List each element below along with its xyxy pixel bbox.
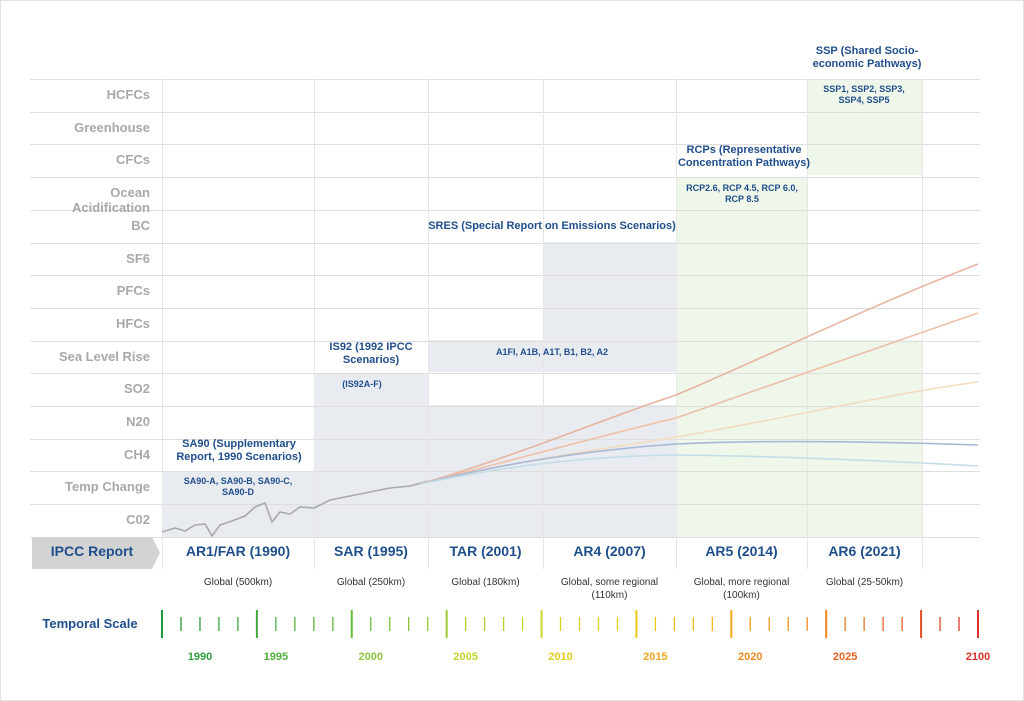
row-label-sea-level-rise: Sea Level Rise <box>58 348 150 364</box>
year-label-1995: 1995 <box>263 651 289 663</box>
sa90-header: SA90 (Supplementary Report, 1990 Scenari… <box>176 438 302 463</box>
year-label-1990: 1990 <box>187 651 213 663</box>
report-ar5: AR5 (2014) <box>705 543 778 559</box>
ssp-lowest-projection-line <box>419 454 979 485</box>
year-label-2025: 2025 <box>832 651 858 663</box>
temporal-scale-label: Temporal Scale <box>42 616 138 631</box>
year-label-2000: 2000 <box>358 651 383 663</box>
year-label-2015: 2015 <box>643 651 668 663</box>
row-label-temp-change: Temp Change <box>65 479 150 495</box>
row-label-bc: BC <box>131 217 150 233</box>
ssp-scenarios: SSP1, SSP2, SSP3, SSP4, SSP5 <box>823 84 905 105</box>
row-label-hfcs: HFCs <box>116 315 150 331</box>
ipcc-report-label: IPCC Report <box>50 543 134 559</box>
ipcc-report-arrow <box>32 537 160 569</box>
resolution-ar5: Global, more regional (100km) <box>693 577 790 601</box>
row-label-greenhouse: Greenhouse <box>74 119 150 135</box>
year-label-2020: 2020 <box>738 651 763 663</box>
report-tar: TAR (2001) <box>449 543 522 559</box>
row-label-n20: N20 <box>126 414 150 429</box>
is92-header: IS92 (1992 IPCC Scenarios) <box>329 341 413 366</box>
year-label-2100: 2100 <box>965 651 991 663</box>
resolution-ar4: Global, some regional (110km) <box>560 577 659 601</box>
row-label-sf6: SF6 <box>126 250 150 266</box>
year-label-2010: 2010 <box>548 651 573 663</box>
sres-header: SRES (Special Report on Emissions Scenar… <box>428 220 676 232</box>
resolution-sar: Global (250km) <box>336 577 406 588</box>
sres-scenarios: A1FI, A1B, A1T, B1, B2, A2 <box>495 347 609 357</box>
resolution-ar6: Global (25-50km) <box>825 577 904 588</box>
is92-region <box>314 373 428 538</box>
resolution-ar1: Global (500km) <box>203 577 273 588</box>
row-label-cfcs: CFCs <box>116 152 150 168</box>
ssp-header: SSP (Shared Socio-economic Pathways) <box>812 45 922 70</box>
ssp-high-projection-line <box>419 263 979 485</box>
sres-region-row <box>428 340 676 372</box>
report-ar6: AR6 (2021) <box>828 543 901 559</box>
is92-scenarios: (IS92A-F) <box>342 379 382 389</box>
sa90-scenarios: SA90-A, SA90-B, SA90-C, SA90-D <box>183 476 293 497</box>
historical-temperature-line <box>161 480 429 538</box>
rcp-region <box>676 177 807 538</box>
report-ar4: AR4 (2007) <box>573 543 646 559</box>
row-label-ch4: CH4 <box>123 446 150 462</box>
ssp-low-projection-line <box>419 440 979 485</box>
report-ar1: AR1/FAR (1990) <box>185 543 291 559</box>
rcp-header: RCPs (Representative Concentration Pathw… <box>677 144 811 169</box>
ssp-region <box>807 79 922 175</box>
row-label-c02: C02 <box>126 512 150 528</box>
year-label-2005: 2005 <box>453 651 478 663</box>
resolution-tar: Global (180km) <box>451 577 520 588</box>
row-label-pfcs: PFCs <box>116 283 150 299</box>
report-sar: SAR (1995) <box>334 543 408 559</box>
ssp-mid-high-projection-line <box>419 312 979 485</box>
rcp-scenarios: RCP2.6, RCP 4.5, RCP 6.0, RCP 8.5 <box>686 183 798 204</box>
sres-region-ar4 <box>543 242 676 340</box>
row-label-hcfcs: HCFCs <box>106 87 150 102</box>
row-label-ocean-acidification: Ocean Acidification <box>71 185 150 216</box>
row-label-so2: SO2 <box>123 381 150 397</box>
